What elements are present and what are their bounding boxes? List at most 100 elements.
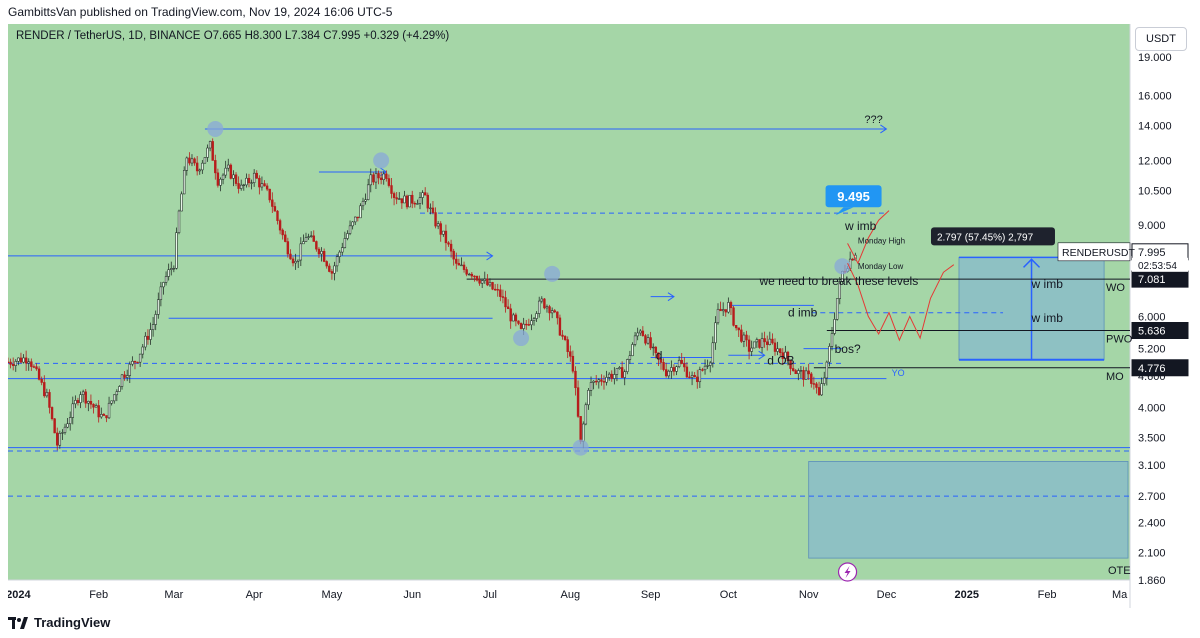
candle-body bbox=[727, 302, 730, 313]
level-label-9: PWO bbox=[1106, 334, 1133, 346]
candle-body bbox=[636, 332, 639, 337]
level-label-13: MO bbox=[1106, 371, 1124, 383]
candle-body bbox=[182, 170, 186, 195]
candle-body bbox=[291, 258, 295, 264]
candle-body bbox=[677, 359, 681, 368]
candle-body bbox=[19, 357, 23, 363]
candle-body bbox=[359, 205, 362, 219]
level-label-5: WO bbox=[1106, 282, 1125, 294]
candle-body bbox=[260, 183, 264, 188]
candle-body bbox=[102, 414, 106, 416]
candle-body bbox=[351, 221, 354, 227]
candle-body bbox=[71, 403, 74, 418]
candle-body bbox=[613, 374, 616, 379]
candle-body bbox=[602, 381, 606, 383]
candle-body bbox=[797, 370, 800, 374]
candle-body bbox=[504, 297, 507, 308]
level-arrow-2 bbox=[486, 251, 494, 261]
candle-body bbox=[641, 330, 645, 336]
candle-body bbox=[338, 251, 341, 257]
candle-body bbox=[592, 380, 595, 383]
candle-body bbox=[115, 391, 119, 396]
candle-body bbox=[30, 361, 33, 367]
price-tick-3.500: 3.500 bbox=[1138, 433, 1166, 445]
candle-body bbox=[701, 369, 704, 371]
candle-body bbox=[273, 206, 277, 212]
candle-body bbox=[348, 225, 352, 234]
candle-body bbox=[758, 339, 761, 348]
candle-body bbox=[307, 236, 310, 238]
candle-body bbox=[620, 367, 624, 378]
price-chart[interactable]: OTE??? WO PWO MO w imb Monday High Monday Low w… bbox=[8, 24, 1192, 608]
candle-body bbox=[851, 258, 854, 261]
candle-body bbox=[447, 242, 450, 245]
price-tick-16.000: 16.000 bbox=[1138, 91, 1172, 103]
candle-body bbox=[84, 391, 87, 404]
candle-body bbox=[823, 377, 826, 384]
candle-body bbox=[631, 344, 634, 357]
candle-body bbox=[714, 322, 717, 344]
candle-body bbox=[810, 373, 813, 384]
candle-body bbox=[252, 172, 256, 183]
price-tick-5.636: 5.636 bbox=[1138, 326, 1166, 338]
candle-body bbox=[312, 235, 315, 242]
time-tick-may: May bbox=[322, 589, 343, 601]
time-tick-ma: Ma bbox=[1112, 589, 1128, 601]
candle-body bbox=[439, 223, 442, 235]
currency-button[interactable]: USDT bbox=[1135, 27, 1187, 51]
candle-body bbox=[833, 319, 836, 334]
candle-body bbox=[9, 361, 12, 365]
price-tick-9.000: 9.000 bbox=[1138, 220, 1166, 232]
candle-body bbox=[566, 339, 569, 352]
candle-body bbox=[835, 298, 839, 320]
candle-body bbox=[799, 370, 803, 372]
candle-body bbox=[133, 360, 137, 363]
candle-body bbox=[265, 185, 269, 190]
candle-body bbox=[659, 358, 663, 363]
candle-body bbox=[600, 379, 603, 382]
candle-body bbox=[768, 338, 772, 345]
candle-body bbox=[789, 360, 792, 369]
candle-body bbox=[76, 400, 80, 403]
time-axis-background bbox=[8, 580, 1130, 608]
price-tick-2.400: 2.400 bbox=[1138, 518, 1166, 530]
candle-body bbox=[597, 379, 601, 383]
candle-body bbox=[330, 271, 334, 274]
candle-body bbox=[519, 323, 523, 329]
candle-body bbox=[501, 296, 505, 298]
candle-body bbox=[250, 182, 253, 184]
candle-body bbox=[382, 173, 385, 181]
candle-body bbox=[68, 417, 72, 425]
candle-body bbox=[512, 314, 515, 322]
candle-body bbox=[506, 306, 510, 310]
candle-body bbox=[644, 335, 647, 344]
candle-body bbox=[185, 157, 189, 171]
annotation-d-9: d bbox=[656, 349, 663, 363]
chart-frame[interactable]: OTE??? WO PWO MO w imb Monday High Monday Low w… bbox=[8, 24, 1192, 608]
candle-body bbox=[110, 400, 113, 404]
candle-body bbox=[683, 363, 686, 368]
candle-body bbox=[53, 418, 56, 434]
candle-body bbox=[317, 248, 321, 255]
candle-body bbox=[750, 347, 753, 352]
annotation-w-imb-6: w imb bbox=[1031, 311, 1064, 325]
candle-body bbox=[144, 335, 147, 348]
candle-body bbox=[776, 348, 779, 352]
candle-body bbox=[838, 281, 841, 299]
candle-body bbox=[294, 261, 297, 264]
swing-marker-0 bbox=[207, 120, 224, 137]
ohlc-values: O7.665 H8.300 L7.384 C7.995 +0.329 (+4.2… bbox=[203, 30, 450, 42]
candle-body bbox=[162, 282, 165, 288]
candle-body bbox=[486, 278, 489, 286]
price-tag-box-5.636 bbox=[1131, 322, 1189, 340]
price-tick-10.500: 10.500 bbox=[1138, 185, 1172, 197]
candle-body bbox=[87, 401, 90, 404]
price-tick-3.100: 3.100 bbox=[1138, 460, 1166, 472]
countdown-box bbox=[1132, 257, 1188, 272]
candle-body bbox=[79, 394, 82, 403]
price-countdown: 02:53:54 bbox=[1138, 261, 1177, 272]
time-tick-2024: 2024 bbox=[8, 589, 31, 601]
candle-body bbox=[804, 370, 808, 380]
candle-body bbox=[188, 157, 191, 164]
candle-body bbox=[747, 339, 751, 352]
